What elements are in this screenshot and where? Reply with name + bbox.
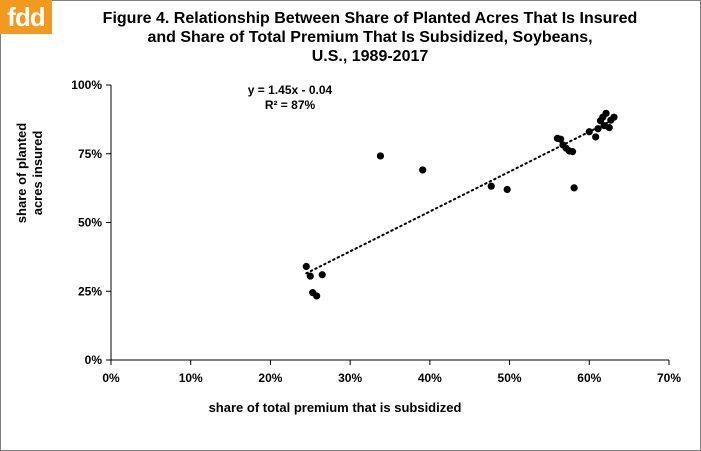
y-tick-label: 50%: [78, 216, 102, 230]
trendline-annotation: y = 1.45x - 0.04 R² = 87%: [230, 83, 350, 113]
y-tick-label: 75%: [78, 147, 102, 161]
data-point: [487, 182, 495, 190]
trendline-group: [305, 118, 615, 275]
trendline: [305, 118, 615, 275]
data-point: [313, 292, 321, 300]
data-point: [302, 262, 310, 271]
data-point: [592, 133, 600, 141]
chart-title: Figure 4. Relationship Between Share of …: [70, 9, 670, 66]
x-tick-label: 70%: [657, 371, 681, 385]
y-tick-label: 0%: [85, 353, 103, 367]
data-point: [570, 184, 578, 192]
data-point: [306, 272, 314, 280]
data-point: [610, 113, 618, 121]
y-tick-label: 100%: [71, 78, 102, 92]
x-axis-label: share of total premium that is subsidize…: [208, 400, 462, 415]
data-points: [302, 109, 618, 300]
x-tick-label: 40%: [418, 371, 442, 385]
data-point: [602, 109, 610, 117]
chart-title-line-1: Figure 4. Relationship Between Share of …: [102, 10, 638, 27]
x-tick-label: 20%: [258, 371, 282, 385]
x-tick-label: 10%: [179, 371, 203, 385]
data-point: [585, 128, 593, 136]
data-point: [318, 271, 326, 279]
y-tick-label: 25%: [78, 284, 102, 298]
fdd-logo: fdd: [0, 0, 52, 34]
data-point: [503, 185, 511, 194]
data-point: [556, 135, 565, 143]
data-point: [594, 125, 602, 133]
axes: 0% 25% 50% 75% 100% 0% 10% 20% 30% 40% 50% 60% 70%: [71, 78, 681, 385]
chart-title-line-2: and Share of Total Premium That Is Subsi…: [147, 29, 593, 46]
data-point: [376, 152, 385, 160]
data-point: [568, 147, 577, 156]
x-tick-label: 30%: [338, 371, 362, 385]
x-tick-label: 60%: [577, 371, 601, 385]
trendline-r-squared: R² = 87%: [264, 98, 316, 112]
chart-title-line-3: U.S., 1989-2017: [311, 48, 429, 65]
x-tick-label: 0%: [102, 371, 120, 385]
data-point: [419, 166, 427, 174]
trendline-equation: y = 1.45x - 0.04: [247, 83, 333, 97]
x-tick-label: 50%: [498, 371, 522, 385]
data-point: [605, 124, 613, 132]
